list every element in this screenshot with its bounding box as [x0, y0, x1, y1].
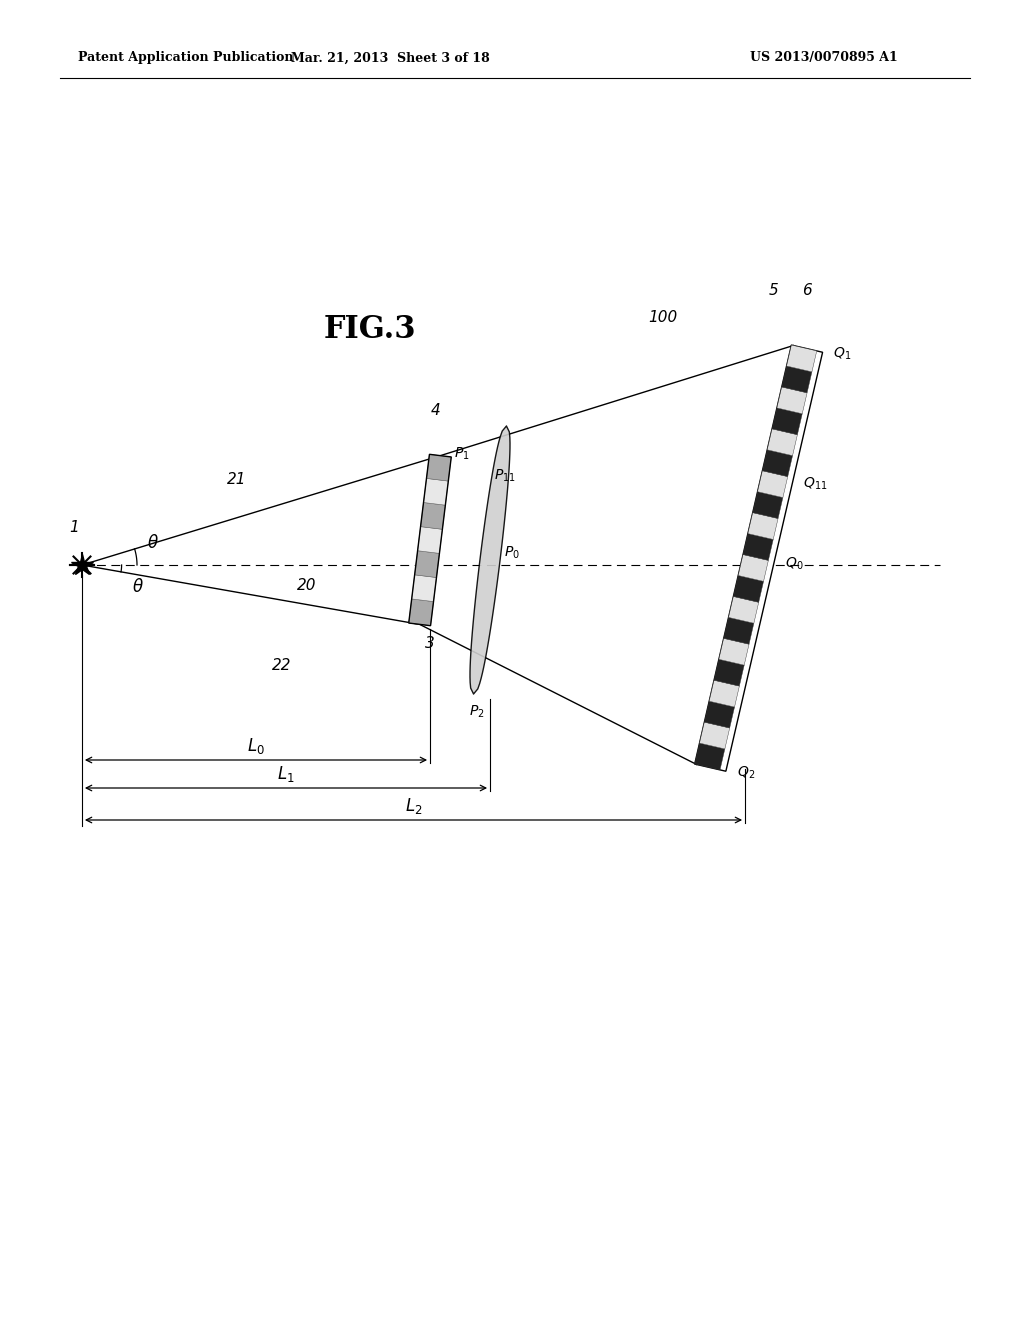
- Polygon shape: [409, 599, 433, 626]
- Text: P$_1$: P$_1$: [455, 445, 470, 462]
- Polygon shape: [710, 680, 739, 708]
- Text: 6: 6: [803, 282, 812, 298]
- Polygon shape: [415, 550, 439, 577]
- Polygon shape: [424, 478, 449, 506]
- Polygon shape: [733, 576, 764, 602]
- Text: Patent Application Publication: Patent Application Publication: [78, 51, 294, 65]
- Text: Q$_{11}$: Q$_{11}$: [804, 475, 827, 492]
- Polygon shape: [714, 659, 744, 686]
- Text: Q$_2$: Q$_2$: [736, 764, 755, 781]
- Polygon shape: [748, 512, 778, 540]
- Text: 20: 20: [297, 578, 316, 593]
- Polygon shape: [699, 722, 730, 748]
- Polygon shape: [767, 429, 798, 455]
- Polygon shape: [728, 597, 759, 623]
- Polygon shape: [694, 345, 822, 771]
- Polygon shape: [738, 554, 768, 581]
- Polygon shape: [421, 503, 445, 529]
- Polygon shape: [758, 471, 787, 498]
- Text: P$_{11}$: P$_{11}$: [495, 467, 516, 484]
- Polygon shape: [743, 533, 773, 561]
- Polygon shape: [412, 574, 436, 602]
- Text: 22: 22: [272, 657, 292, 672]
- Polygon shape: [694, 743, 725, 770]
- Polygon shape: [426, 454, 452, 480]
- Text: 3: 3: [425, 635, 435, 651]
- Polygon shape: [772, 408, 802, 434]
- Text: $\theta$: $\theta$: [132, 578, 143, 597]
- Text: 5: 5: [768, 282, 778, 298]
- Text: Q$_0$: Q$_0$: [785, 556, 804, 572]
- Text: FIG.3: FIG.3: [324, 314, 417, 346]
- Text: 21: 21: [227, 473, 247, 487]
- Polygon shape: [724, 618, 754, 644]
- Polygon shape: [705, 701, 734, 729]
- Polygon shape: [781, 366, 812, 393]
- Text: Mar. 21, 2013  Sheet 3 of 18: Mar. 21, 2013 Sheet 3 of 18: [291, 51, 489, 65]
- Text: $L_0$: $L_0$: [247, 737, 265, 756]
- Text: Q$_1$: Q$_1$: [834, 346, 852, 362]
- Text: $\theta$: $\theta$: [147, 535, 159, 552]
- Text: 1: 1: [70, 520, 79, 535]
- Polygon shape: [763, 450, 793, 477]
- Text: US 2013/0070895 A1: US 2013/0070895 A1: [750, 51, 898, 65]
- Text: 4: 4: [430, 403, 440, 418]
- Polygon shape: [719, 639, 749, 665]
- Polygon shape: [777, 387, 807, 413]
- Text: $L_2$: $L_2$: [404, 796, 422, 816]
- Polygon shape: [753, 492, 783, 519]
- Text: P$_2$: P$_2$: [469, 704, 484, 721]
- Polygon shape: [418, 527, 442, 553]
- Text: $L_1$: $L_1$: [278, 764, 295, 784]
- Polygon shape: [470, 426, 510, 694]
- Text: 100: 100: [649, 310, 678, 325]
- Text: P$_0$: P$_0$: [504, 545, 520, 561]
- Polygon shape: [786, 345, 817, 372]
